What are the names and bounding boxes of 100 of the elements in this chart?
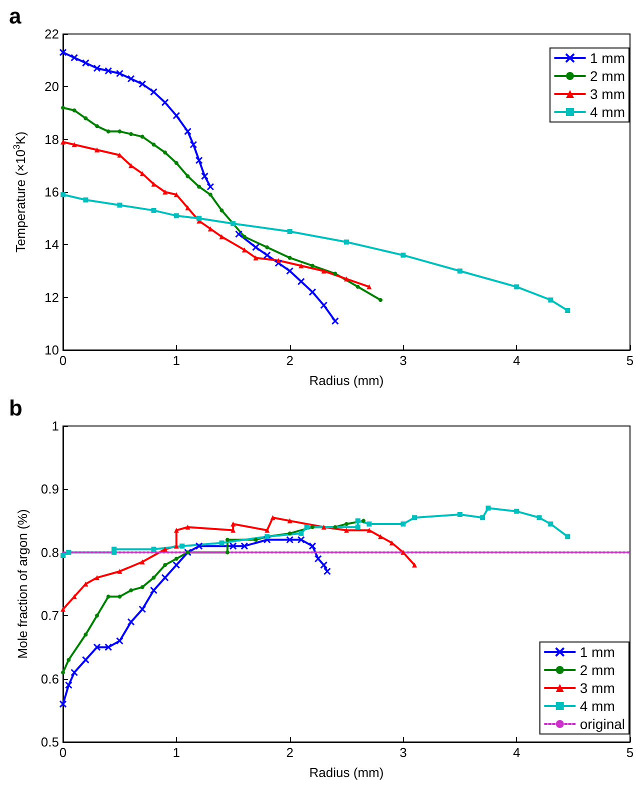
point [240, 542, 248, 550]
point [94, 147, 100, 152]
point [128, 163, 134, 168]
point [264, 528, 270, 533]
point [70, 54, 78, 62]
y-tick-label: 14 [44, 237, 59, 252]
point [308, 288, 316, 296]
point [208, 226, 213, 232]
legend-label: 2 mm [580, 662, 615, 678]
point [366, 284, 372, 290]
point [64, 681, 72, 689]
point [225, 550, 230, 554]
point [230, 521, 236, 526]
point [310, 264, 314, 268]
point [356, 284, 360, 289]
point [163, 563, 168, 568]
point [118, 129, 122, 134]
point [565, 308, 570, 313]
point [172, 112, 180, 120]
x-tick-label: 1 [172, 745, 180, 760]
point [288, 256, 292, 260]
point [229, 542, 237, 550]
point [253, 255, 258, 260]
point [60, 606, 66, 612]
point [320, 301, 328, 309]
y-tick-label: 18 [44, 132, 59, 147]
point [344, 522, 348, 526]
chart-title: a [9, 4, 22, 28]
point [286, 536, 294, 544]
point [66, 658, 71, 662]
point [172, 561, 180, 569]
point [174, 161, 178, 166]
y-tick-label: 10 [44, 342, 59, 358]
point [219, 540, 224, 546]
point [161, 98, 169, 106]
point [152, 142, 156, 147]
y-axis-title: Mole fraction of argon (%) [15, 509, 30, 659]
point [344, 276, 349, 282]
point [355, 518, 360, 524]
point [151, 546, 156, 552]
x-tick-label: 1 [172, 353, 180, 368]
point [298, 530, 304, 536]
point [288, 531, 292, 536]
point [83, 197, 88, 202]
point [400, 252, 406, 258]
legend-label: 2 mm [590, 68, 625, 84]
point [197, 184, 202, 189]
point [486, 506, 491, 511]
point [242, 247, 247, 252]
point [95, 614, 100, 618]
x-axis-title: Radius (mm) [309, 373, 384, 388]
x-tick-label: 5 [626, 353, 634, 368]
point [60, 192, 66, 198]
y-tick-label: 20 [44, 79, 59, 94]
point [140, 585, 144, 590]
point [412, 515, 418, 520]
point [127, 618, 135, 626]
x-tick-label: 0 [59, 353, 67, 368]
legend-label: 3 mm [590, 86, 625, 102]
point [252, 244, 260, 252]
point [151, 208, 156, 213]
x-tick-label: 3 [400, 353, 407, 368]
point [321, 268, 326, 274]
point [129, 588, 134, 592]
point [457, 268, 462, 274]
x-tick-label: 5 [626, 745, 634, 760]
point [344, 240, 349, 245]
y-tick-label: 0.9 [40, 482, 59, 497]
y-tick-label: 0.7 [40, 608, 59, 624]
point [186, 174, 190, 178]
point [104, 67, 112, 75]
y-tick-label: 22 [44, 26, 59, 42]
legend-label: 3 mm [580, 680, 615, 696]
y-tick-label: 16 [44, 184, 59, 200]
point [219, 234, 224, 240]
y-tick-label: 0.6 [40, 671, 59, 686]
point [195, 156, 203, 164]
point [548, 297, 554, 302]
point [84, 116, 88, 120]
point [321, 524, 326, 530]
point [66, 550, 72, 555]
point [480, 515, 486, 520]
point [163, 150, 168, 154]
y-tick-label: 1 [52, 418, 59, 434]
point [151, 182, 156, 187]
point [298, 263, 304, 268]
point [150, 586, 158, 594]
legend-label: 4 mm [580, 698, 615, 714]
point [276, 258, 281, 263]
point [514, 284, 520, 290]
point [333, 272, 338, 276]
point [60, 553, 66, 558]
legend-label: 1 mm [580, 644, 615, 660]
x-tick-label: 2 [286, 745, 294, 760]
point [106, 129, 110, 134]
point [287, 518, 292, 524]
point [355, 524, 360, 530]
point [95, 124, 100, 128]
point [185, 524, 190, 530]
point [104, 643, 112, 651]
